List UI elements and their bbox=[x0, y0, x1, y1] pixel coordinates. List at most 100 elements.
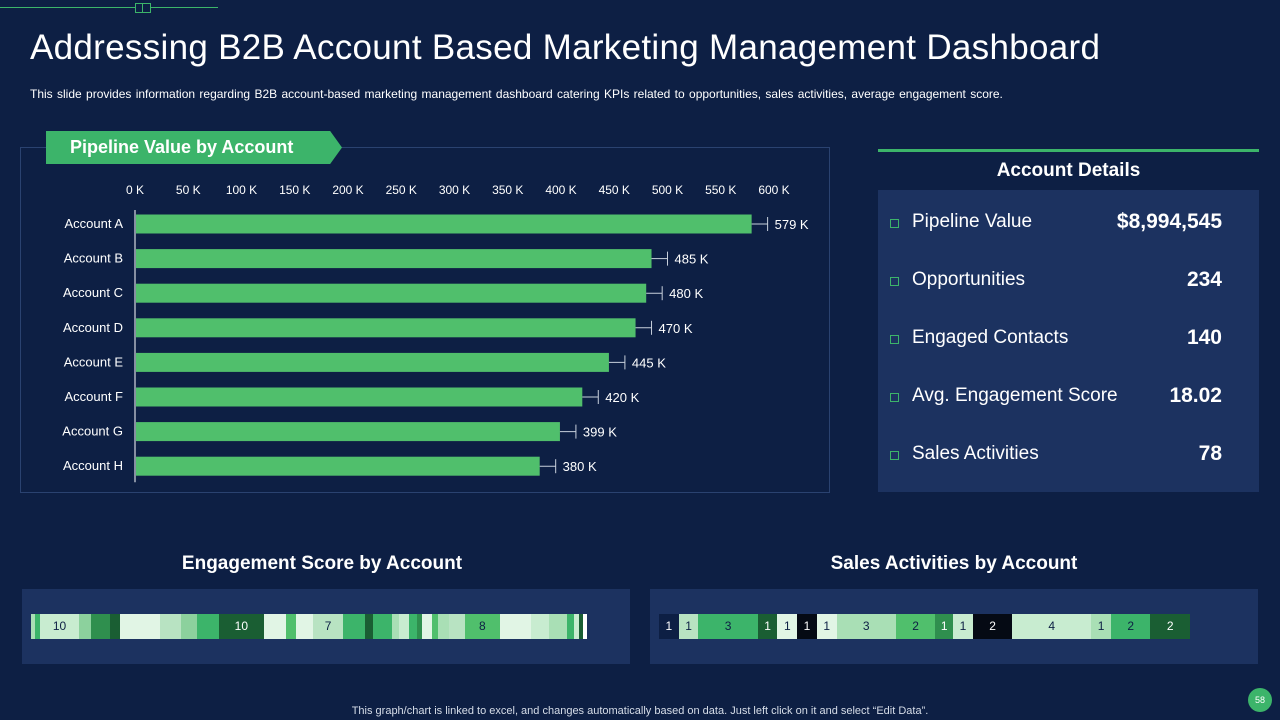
bar-account-b bbox=[136, 249, 652, 269]
x-tick-label: 0 K bbox=[126, 183, 144, 197]
detail-value: 18.02 bbox=[1169, 384, 1222, 407]
strip-segment[interactable] bbox=[79, 614, 92, 639]
strip-segment[interactable] bbox=[110, 614, 120, 639]
strip-segment[interactable] bbox=[91, 614, 111, 639]
square-bullet-icon bbox=[890, 451, 899, 460]
strip-segment[interactable]: 4 bbox=[1012, 614, 1092, 639]
strip-segment[interactable]: 2 bbox=[1150, 614, 1190, 639]
strip-segment[interactable] bbox=[35, 614, 40, 639]
strip-segment[interactable]: 2 bbox=[895, 614, 936, 639]
x-tick-label: 100 K bbox=[226, 183, 257, 197]
strip-segment[interactable] bbox=[530, 614, 550, 639]
strip-segment[interactable] bbox=[119, 614, 160, 639]
y-category-label: Account B bbox=[64, 251, 123, 266]
strip-segment[interactable]: 8 bbox=[464, 614, 500, 639]
detail-value: 140 bbox=[1186, 326, 1222, 349]
strip-segment[interactable]: 3 bbox=[836, 614, 896, 639]
footer-note: This graph/chart is linked to excel, and… bbox=[351, 705, 929, 717]
strip-segment[interactable]: 1 bbox=[757, 614, 778, 639]
y-category-label: Account C bbox=[63, 285, 123, 300]
strip-segment[interactable]: 3 bbox=[698, 614, 758, 639]
square-bullet-icon bbox=[890, 335, 899, 344]
x-tick-label: 350 K bbox=[492, 183, 523, 197]
y-category-label: Account E bbox=[64, 354, 124, 369]
bar-account-e bbox=[136, 352, 609, 372]
detail-row-sales-activities: Sales Activities 78 bbox=[878, 441, 1259, 471]
bar-account-h bbox=[136, 456, 540, 476]
pipeline-chart-panel bbox=[20, 147, 830, 493]
pipeline-chart-title-banner: Pipeline Value by Account bbox=[46, 131, 342, 164]
page-number-badge: 58 bbox=[1248, 688, 1272, 712]
decor-connector-icon bbox=[135, 3, 151, 13]
strip-segment[interactable] bbox=[159, 614, 182, 639]
strip-segment[interactable]: 1 bbox=[797, 614, 817, 639]
data-label: 380 K bbox=[563, 459, 597, 474]
strip-segment[interactable]: 1 bbox=[1091, 614, 1111, 639]
engagement-segment-strip[interactable]: 10 10 7 8 bbox=[31, 614, 587, 639]
detail-label: Pipeline Value bbox=[912, 211, 1033, 232]
strip-segment[interactable] bbox=[295, 614, 314, 639]
strip-segment[interactable]: 1 bbox=[777, 614, 798, 639]
strip-segment[interactable] bbox=[431, 614, 439, 639]
page-subtitle: This slide provides information regardin… bbox=[30, 87, 1003, 101]
strip-segment[interactable] bbox=[573, 614, 580, 639]
y-category-label: Account D bbox=[63, 320, 123, 335]
strip-segment[interactable]: 10 bbox=[218, 614, 264, 639]
detail-label: Avg. Engagement Score bbox=[912, 385, 1118, 406]
strip-segment[interactable] bbox=[549, 614, 567, 639]
strip-segment[interactable] bbox=[449, 614, 465, 639]
strip-segment[interactable] bbox=[566, 614, 574, 639]
strip-segment[interactable]: 10 bbox=[39, 614, 80, 639]
detail-row-engaged-contacts: Engaged Contacts 140 bbox=[878, 325, 1259, 355]
strip-segment[interactable]: 1 bbox=[953, 614, 973, 639]
pipeline-bar-chart[interactable]: 0 K 50 K 100 K 150 K 200 K 250 K 300 K 350 K 400… bbox=[21, 148, 827, 490]
x-tick-label: 500 K bbox=[652, 183, 683, 197]
strip-segment[interactable]: 1 bbox=[816, 614, 837, 639]
y-category-label: Account H bbox=[63, 458, 123, 473]
strip-segment[interactable] bbox=[342, 614, 365, 639]
strip-segment[interactable] bbox=[438, 614, 450, 639]
data-label: 485 K bbox=[675, 252, 709, 267]
strip-segment[interactable] bbox=[416, 614, 422, 639]
strip-segment[interactable] bbox=[583, 614, 587, 639]
strip-segment[interactable]: 1 bbox=[678, 614, 699, 639]
strip-segment[interactable] bbox=[364, 614, 373, 639]
strip-segment[interactable] bbox=[579, 614, 584, 639]
bar-account-d bbox=[136, 318, 636, 338]
strip-segment[interactable] bbox=[181, 614, 197, 639]
strip-segment[interactable] bbox=[408, 614, 417, 639]
strip-segment[interactable]: 2 bbox=[1110, 614, 1151, 639]
data-label: 470 K bbox=[659, 321, 693, 336]
square-bullet-icon bbox=[890, 277, 899, 286]
x-tick-label: 50 K bbox=[176, 183, 201, 197]
data-label: 420 K bbox=[605, 390, 639, 405]
strip-segment[interactable] bbox=[398, 614, 409, 639]
strip-segment[interactable] bbox=[263, 614, 286, 639]
decor-line-left bbox=[0, 7, 135, 8]
strip-segment[interactable]: 7 bbox=[313, 614, 343, 639]
x-tick-label: 250 K bbox=[386, 183, 417, 197]
x-tick-label: 550 K bbox=[705, 183, 736, 197]
account-details-title: Account Details bbox=[996, 160, 1141, 181]
bar-account-f bbox=[136, 387, 583, 407]
x-tick-label: 450 K bbox=[599, 183, 630, 197]
strip-segment[interactable] bbox=[421, 614, 432, 639]
strip-segment[interactable] bbox=[392, 614, 399, 639]
strip-segment[interactable] bbox=[372, 614, 393, 639]
strip-segment[interactable] bbox=[499, 614, 531, 639]
strip-segment[interactable] bbox=[285, 614, 296, 639]
strip-segment[interactable] bbox=[31, 614, 36, 639]
x-tick-label: 400 K bbox=[545, 183, 576, 197]
bar-account-a bbox=[136, 214, 752, 234]
detail-row-pipeline-value: Pipeline Value $8,994,545 bbox=[878, 209, 1259, 239]
detail-row-opportunities: Opportunities 234 bbox=[878, 267, 1259, 297]
detail-row-avg-engagement-score: Avg. Engagement Score 18.02 bbox=[878, 383, 1259, 413]
strip-segment[interactable]: 1 bbox=[935, 614, 954, 639]
page-title: Addressing B2B Account Based Marketing M… bbox=[30, 28, 1101, 67]
detail-label: Sales Activities bbox=[912, 443, 1039, 464]
strip-segment[interactable] bbox=[196, 614, 219, 639]
detail-label: Opportunities bbox=[912, 269, 1026, 290]
strip-segment[interactable]: 2 bbox=[972, 614, 1013, 639]
strip-segment[interactable]: 1 bbox=[659, 614, 679, 639]
